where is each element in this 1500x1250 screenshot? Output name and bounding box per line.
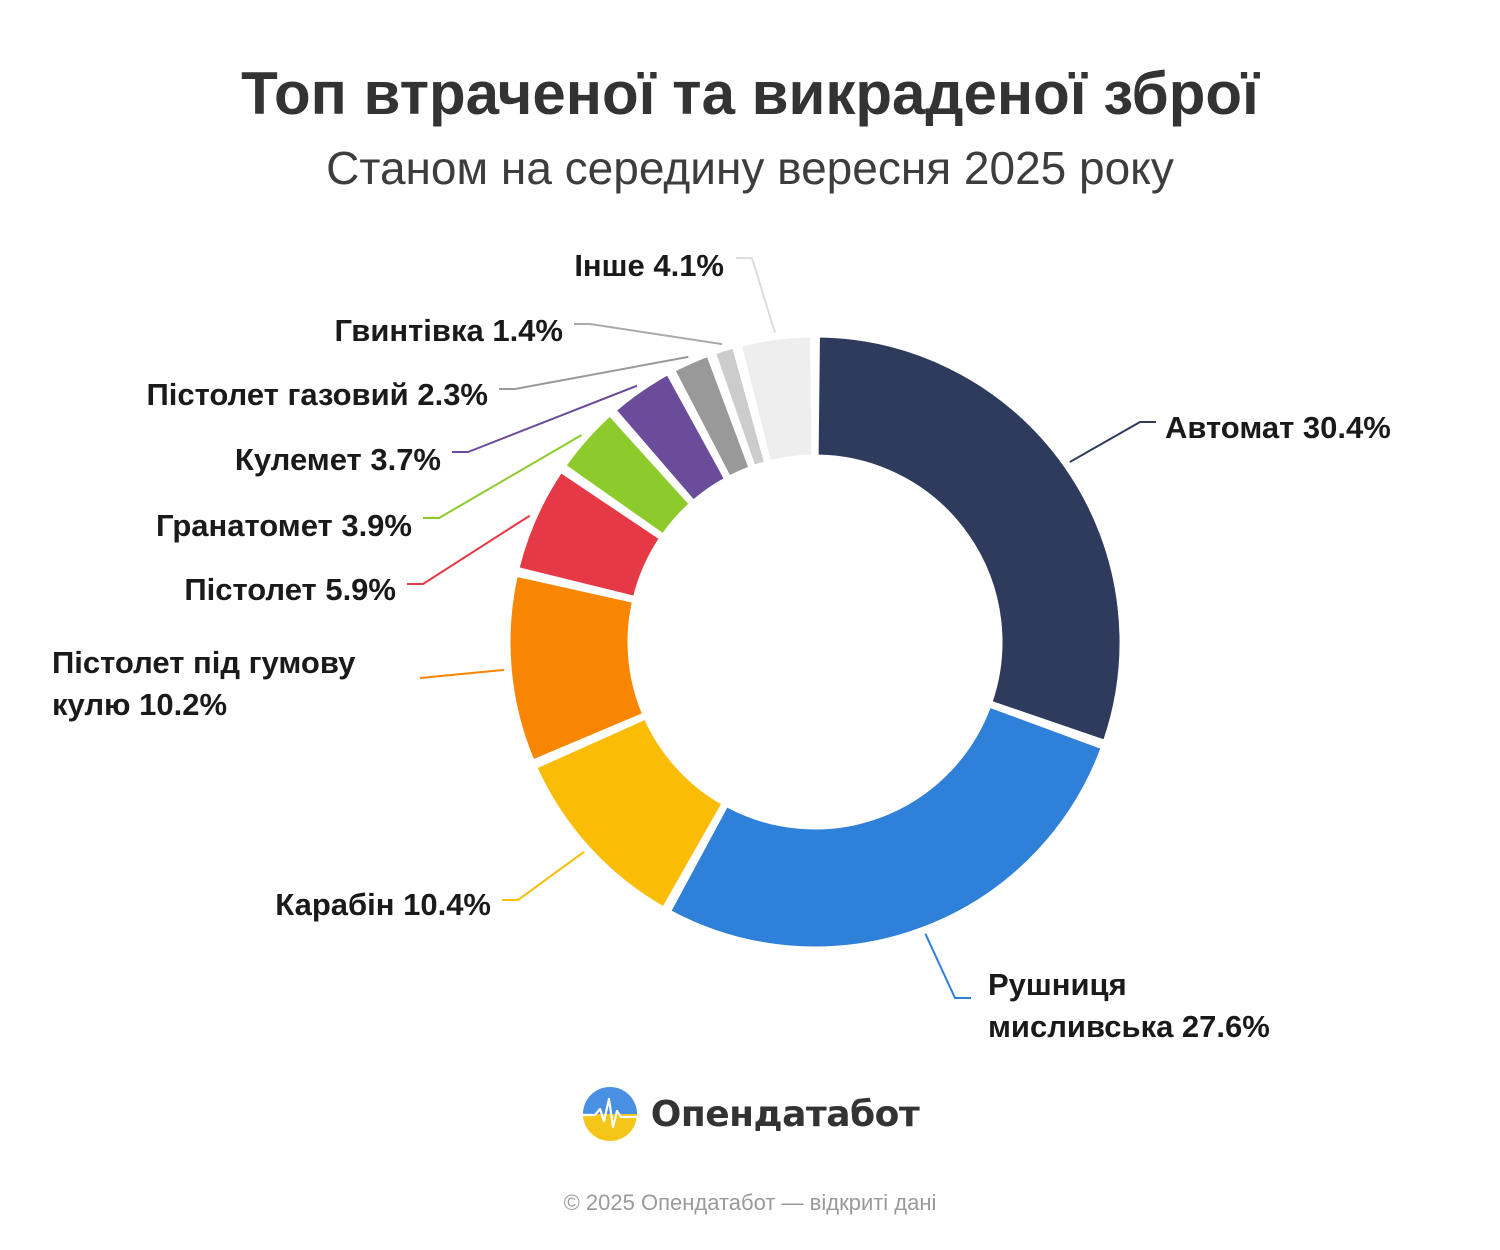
slice-label-line: Пістолет під гумову — [52, 645, 356, 680]
donut-slices — [507, 334, 1123, 950]
leader-line — [423, 434, 582, 519]
leader-line — [736, 257, 776, 333]
donut-slice — [534, 716, 725, 910]
donut-slice — [516, 470, 663, 599]
slice-label-line: Автомат 30.4% — [1165, 410, 1391, 445]
donut-slice — [668, 704, 1104, 950]
slice-label-line: Пістолет 5.9% — [184, 572, 396, 607]
slice-label-line: Кулемет 3.7% — [235, 442, 441, 477]
brand-block: Опендатабот — [0, 1082, 1500, 1146]
slice-label-line: Пістолет газовий 2.3% — [146, 377, 488, 412]
leader-line — [574, 323, 723, 346]
donut-slice — [672, 353, 752, 479]
donut-slice — [713, 345, 768, 468]
chart-subtitle: Станом на середину вересня 2025 року — [326, 142, 1174, 194]
slice-label-line: Карабін 10.4% — [275, 887, 491, 922]
slice-labels: Автомат 30.4% Рушниця мисливська 27.6% Кара… — [52, 248, 1391, 1044]
leader-line — [1069, 421, 1156, 463]
donut-slice — [613, 372, 728, 503]
donut-slice — [738, 334, 815, 464]
slice-label-line: мисливська 27.6% — [988, 1009, 1270, 1044]
leader-line — [499, 355, 689, 390]
slice-label-7: Кулемет 3.7% — [235, 442, 441, 477]
slice-label-8: Пістолет газовий 2.3% — [146, 377, 488, 412]
leader-lines — [407, 257, 1156, 999]
donut-slice — [815, 334, 1123, 743]
slice-label-line: Гранатомет 3.9% — [156, 508, 412, 543]
slice-label-1: Автомат 30.4% — [1165, 410, 1391, 445]
slice-label-9: Гвинтівка 1.4% — [334, 313, 563, 348]
slice-label-line: Рушниця — [988, 967, 1127, 1002]
slice-label-line: Гвинтівка 1.4% — [334, 313, 563, 348]
slice-label-2: Рушниця мисливська 27.6% — [988, 967, 1270, 1044]
slice-label-line: Інше 4.1% — [574, 248, 724, 283]
slice-label-4: Пістолет під гумову кулю 10.2% — [52, 645, 356, 722]
leader-line — [407, 514, 531, 585]
slice-label-6: Гранатомет 3.9% — [156, 508, 412, 543]
chart-title: Топ втраченої та викраденої зброї — [241, 60, 1259, 127]
leader-line — [924, 933, 971, 999]
leader-line — [502, 850, 585, 901]
slice-label-5: Пістолет 5.9% — [184, 572, 396, 607]
brand-name: Опендатабот — [650, 1093, 920, 1135]
opendatabot-logo-icon — [582, 1087, 637, 1141]
footer-copyright: © 2025 Опендатабот — відкриті дані — [563, 1190, 937, 1215]
slice-label-line: кулю 10.2% — [52, 687, 227, 722]
leader-line — [452, 384, 638, 453]
slice-label-3: Карабін 10.4% — [275, 887, 491, 922]
slice-label-10: Інше 4.1% — [574, 248, 724, 283]
donut-slice — [563, 413, 692, 537]
leader-line — [419, 668, 505, 679]
donut-slice — [507, 573, 646, 763]
